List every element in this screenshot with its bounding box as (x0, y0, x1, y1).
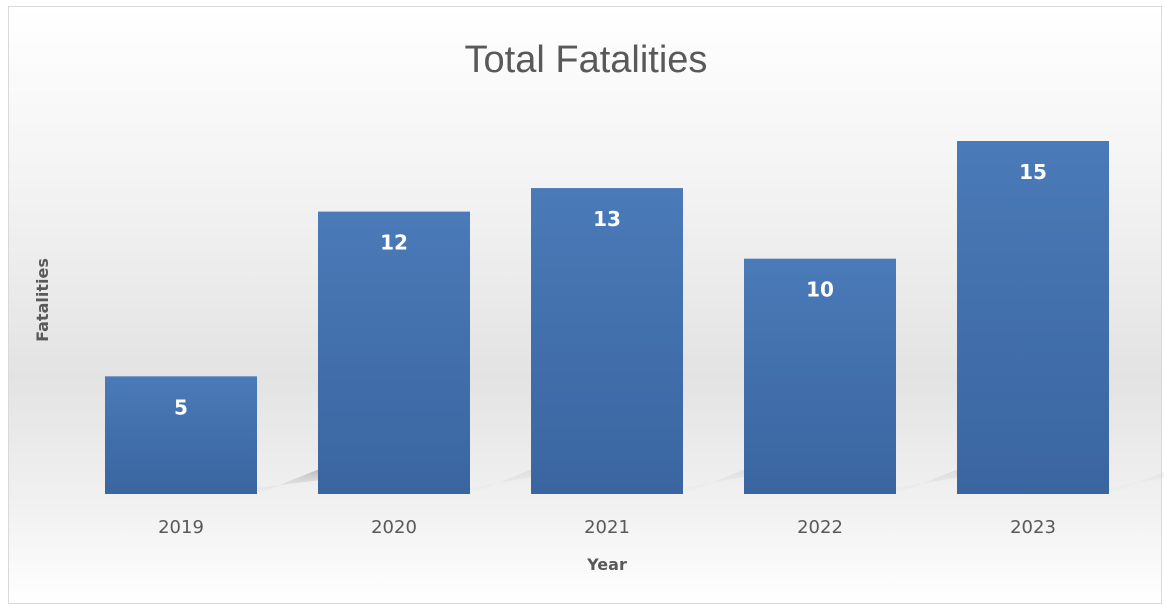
x-tick-label-2023: 2023 (1010, 517, 1056, 538)
x-tick-label-2020: 2020 (371, 517, 417, 538)
data-label-2023: 15 (1019, 160, 1047, 184)
y-axis-title: Fatalities (33, 258, 52, 342)
x-tick-label-2022: 2022 (797, 517, 843, 538)
x-axis-title: Year (586, 555, 627, 574)
bar-2022 (744, 258, 896, 494)
x-tick-label-2019: 2019 (158, 517, 204, 538)
bar-2019 (105, 376, 257, 494)
data-label-2021: 13 (593, 207, 621, 231)
bar-2023 (957, 141, 1109, 494)
data-labels-group: 5 12 13 10 15 (174, 160, 1047, 419)
x-tick-labels-group: 2019 2020 2021 2022 2023 (158, 517, 1056, 538)
chart-title: Total Fatalities (465, 39, 708, 81)
data-label-2022: 10 (806, 278, 834, 302)
x-tick-label-2021: 2021 (584, 517, 630, 538)
data-label-2020: 12 (380, 231, 408, 255)
bar-shadow (257, 468, 322, 494)
bar-2021 (531, 188, 683, 495)
data-label-2019: 5 (174, 395, 188, 419)
bar-2020 (318, 211, 470, 494)
bars-group (105, 141, 1109, 495)
bar-shadow (1109, 472, 1164, 494)
